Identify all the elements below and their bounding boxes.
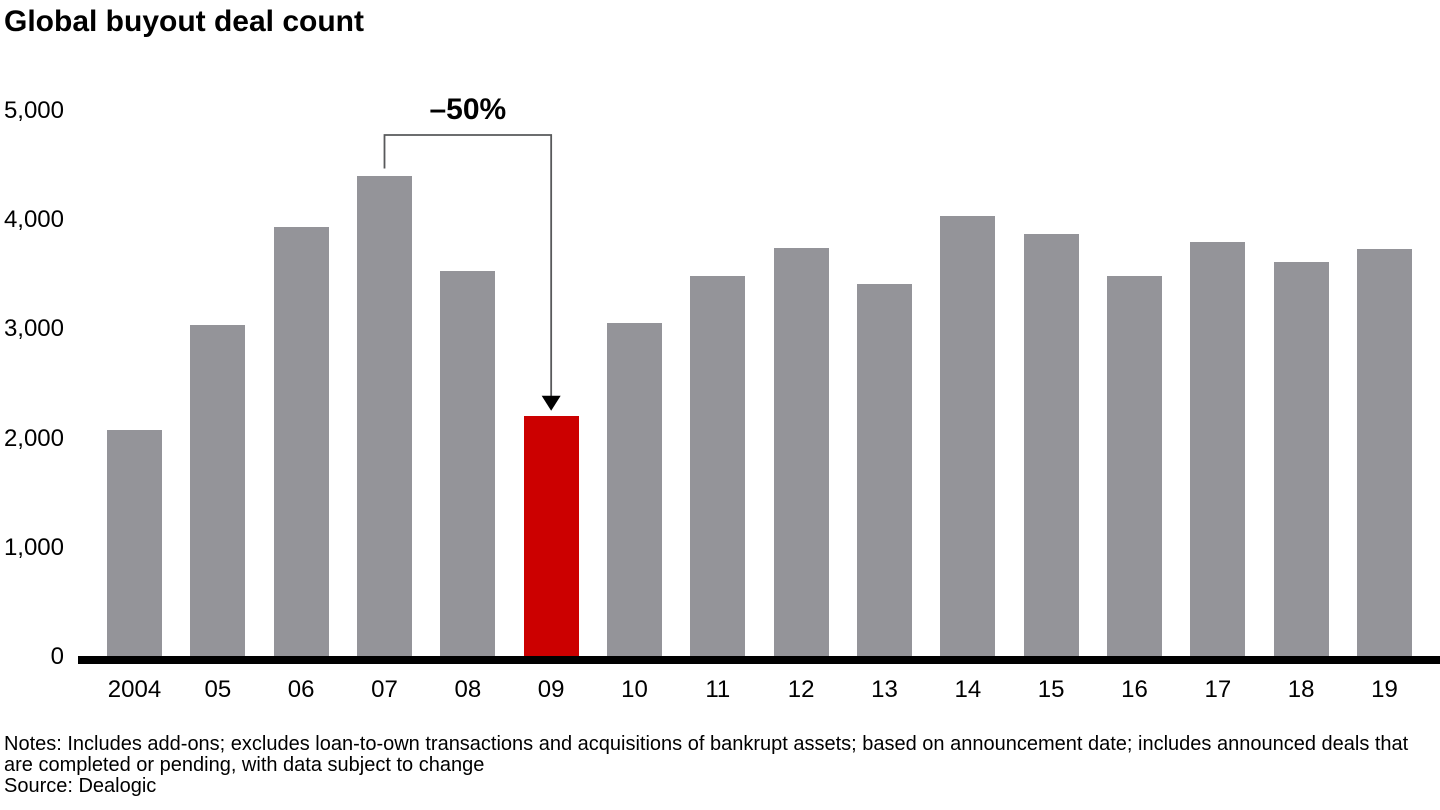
chart-title: Global buyout deal count (4, 5, 364, 38)
bar-08 (440, 270, 496, 662)
x-tick-label: 14 (954, 676, 982, 703)
bar-09 (523, 415, 579, 662)
bar-18 (1273, 261, 1329, 662)
y-tick-label: 2,000 (3, 424, 64, 452)
decline-annotation-label: –50% (429, 93, 507, 126)
x-tick-label: 06 (287, 676, 315, 703)
x-tick-label: 17 (1204, 676, 1232, 703)
bar-13 (856, 283, 912, 662)
x-tick-label: 11 (705, 676, 731, 703)
x-tick-label: 13 (871, 676, 898, 703)
x-tick-label: 12 (787, 676, 815, 703)
x-tick-label: 10 (621, 676, 648, 703)
notes-text: Notes: Includes add-ons; excludes loan-t… (4, 733, 1409, 776)
x-tick-label: 07 (371, 676, 398, 703)
x-tick-label: 16 (1121, 676, 1148, 703)
bar-07 (356, 175, 412, 662)
y-tick-label: 1,000 (3, 533, 64, 561)
bar-14 (940, 215, 996, 662)
x-tick-label: 19 (1371, 676, 1398, 703)
x-tick-label: 18 (1287, 676, 1315, 703)
source-text: Source: Dealogic (4, 775, 157, 797)
bar-06 (273, 226, 329, 662)
bar-2004 (107, 429, 162, 662)
bar-16 (1106, 275, 1162, 662)
bar-15 (1023, 234, 1079, 662)
chart-footer: Notes: Includes add-ons; excludes loan-t… (4, 734, 1440, 797)
y-tick-label: 5,000 (3, 97, 64, 124)
bar-10 (606, 322, 662, 662)
x-tick-label: 09 (537, 676, 565, 703)
bar-11 (690, 275, 746, 662)
x-axis-line (78, 656, 1440, 664)
bar-19 (1356, 248, 1412, 662)
bar-05 (190, 325, 246, 662)
y-tick-label: 4,000 (3, 206, 64, 234)
y-tick-label: 3,000 (3, 315, 64, 343)
bar-12 (773, 247, 829, 662)
x-tick-label: 2004 (107, 676, 162, 703)
bar-17 (1190, 242, 1246, 662)
x-tick-label: 05 (204, 676, 232, 703)
x-tick-label: 08 (454, 676, 482, 703)
y-tick-label: 0 (50, 643, 64, 670)
x-tick-label: 15 (1037, 676, 1065, 703)
